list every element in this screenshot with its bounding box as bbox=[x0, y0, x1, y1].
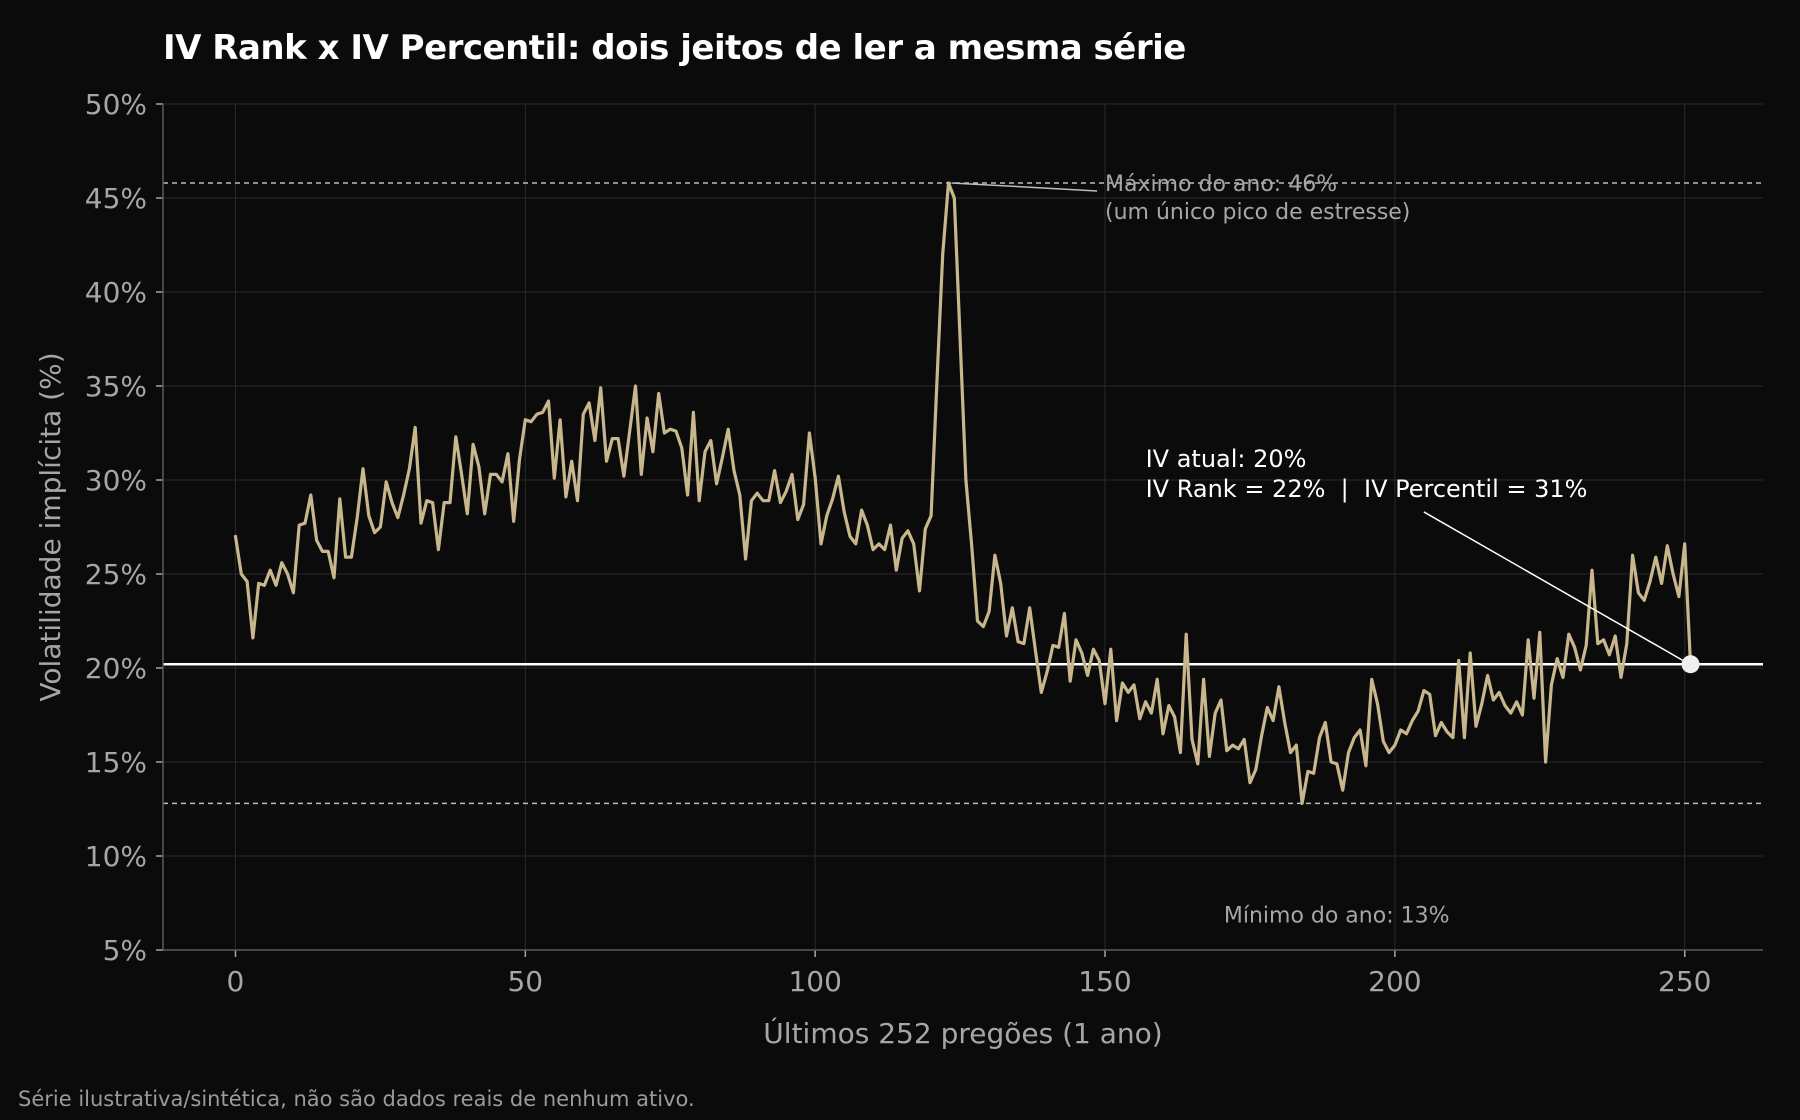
annotations: Máximo do ano: 46% (um único pico de est… bbox=[951, 172, 1700, 928]
footnote: Série ilustrativa/sintética, não são dad… bbox=[18, 1087, 695, 1111]
x-axis-label: Últimos 252 pregões (1 ano) bbox=[763, 1016, 1162, 1050]
current-value-point bbox=[1681, 655, 1700, 674]
min-annotation: Mínimo do ano: 13% bbox=[1224, 903, 1450, 928]
y-axis-label: Volatilidade implícita (%) bbox=[34, 352, 67, 701]
x-tick-label: 250 bbox=[1658, 965, 1711, 998]
x-tick-label: 200 bbox=[1368, 965, 1421, 998]
y-tick-label: 35% bbox=[85, 370, 147, 403]
max-annotation-line2: (um único pico de estresse) bbox=[1105, 200, 1410, 225]
x-tick-label: 150 bbox=[1078, 965, 1131, 998]
y-tick-label: 15% bbox=[85, 746, 147, 779]
y-tick-label: 20% bbox=[85, 652, 147, 685]
reference-lines bbox=[163, 182, 1763, 805]
y-tick-label: 50% bbox=[85, 88, 147, 121]
y-tick-label: 40% bbox=[85, 276, 147, 309]
iv-series-line bbox=[233, 181, 1693, 806]
y-tick-label: 45% bbox=[85, 182, 147, 215]
y-tick-label: 25% bbox=[85, 558, 147, 591]
series-layer bbox=[233, 181, 1693, 806]
gridlines bbox=[163, 103, 1763, 951]
y-tick-label: 5% bbox=[103, 934, 147, 967]
max-annotation-line1: Máximo do ano: 46% bbox=[1105, 172, 1337, 197]
x-tick-label: 50 bbox=[507, 965, 543, 998]
chart-title: IV Rank x IV Percentil: dois jeitos de l… bbox=[163, 28, 1186, 68]
x-tick-label: 0 bbox=[227, 965, 245, 998]
max-annotation-leader bbox=[951, 182, 1098, 192]
y-tick-label: 10% bbox=[85, 840, 147, 873]
current-annotation-line2: IV Rank = 22% | IV Percentil = 31% bbox=[1146, 475, 1588, 503]
current-annotation-leader bbox=[1423, 511, 1683, 661]
current-annotation-line1: IV atual: 20% bbox=[1146, 445, 1307, 473]
y-tick-label: 30% bbox=[85, 464, 147, 497]
axes: 5% 10% 15% 20% 25% 30% 35% 40% 45% 50% 0 50 100 150 20… bbox=[85, 88, 1763, 998]
x-tick-label: 100 bbox=[788, 965, 841, 998]
